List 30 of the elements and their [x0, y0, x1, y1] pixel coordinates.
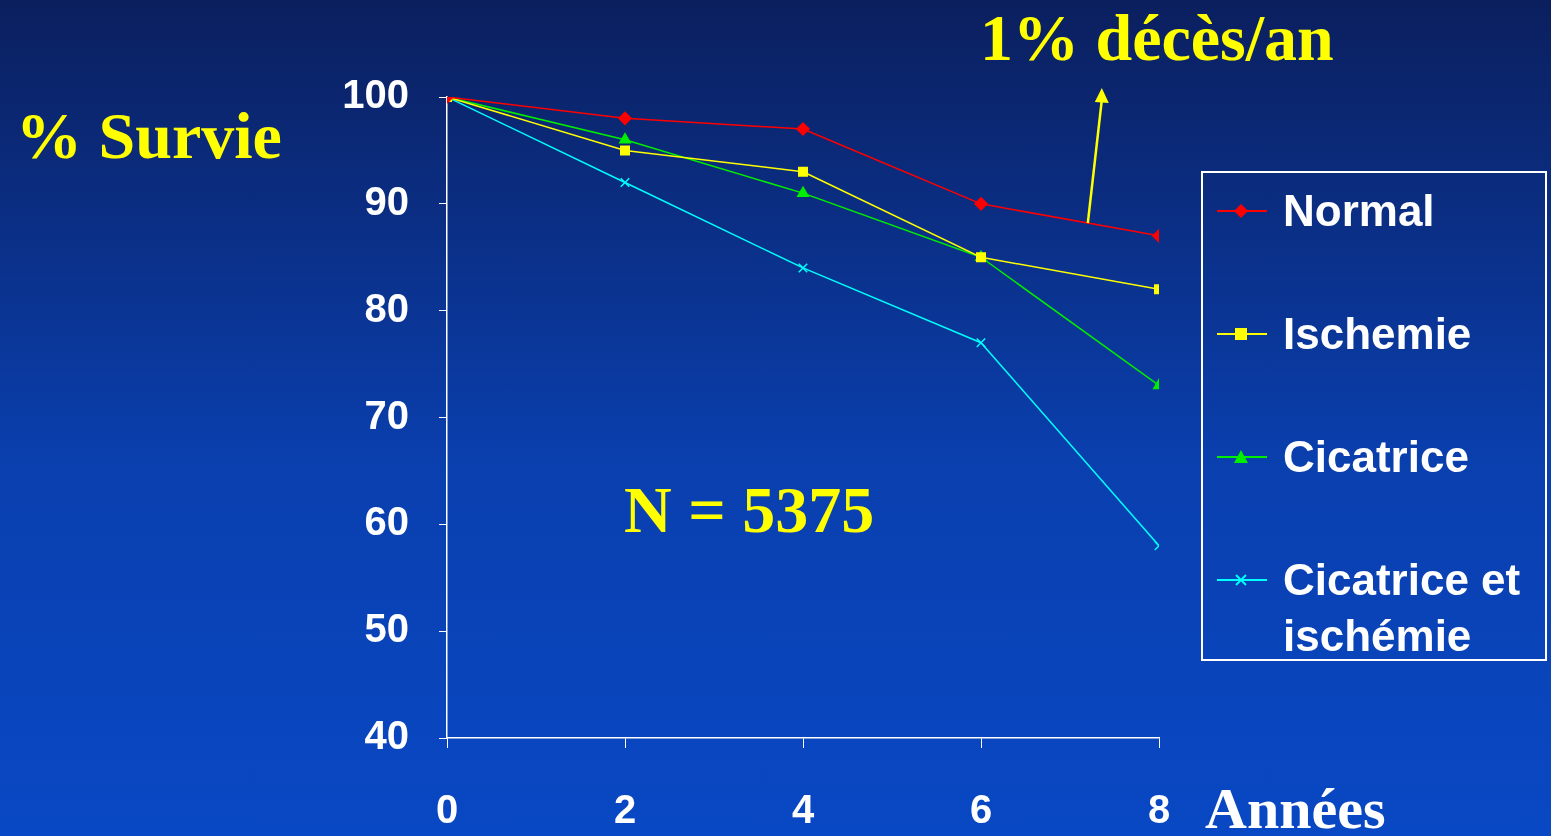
x-tick-label: 0	[435, 787, 459, 832]
point	[619, 132, 631, 144]
point	[618, 111, 632, 126]
x-tick-label: 6	[969, 787, 993, 832]
y-tick-label: 40	[364, 713, 409, 758]
y-axis-title: % Survie	[16, 98, 282, 174]
point	[797, 186, 809, 197]
x-tick-label: 8	[1147, 787, 1171, 832]
y-tick-label: 60	[364, 499, 409, 544]
annotation: 1% décès/an	[980, 0, 1334, 76]
y-tick-label: 80	[364, 285, 409, 330]
y-tick-label: 50	[364, 606, 409, 651]
point	[796, 122, 810, 136]
annotation: N = 5375	[624, 472, 875, 548]
point	[620, 177, 630, 188]
x-tick-label: 4	[791, 787, 815, 832]
point	[620, 145, 630, 156]
legend-label: Normal	[1283, 185, 1436, 237]
y-tick-label: 90	[364, 178, 409, 223]
legend-label: Ischemie	[1283, 308, 1473, 360]
legend-label: Cicatrice et ischémie	[1283, 554, 1522, 662]
point	[974, 197, 988, 211]
point	[976, 337, 986, 348]
y-tick-label: 70	[364, 392, 409, 437]
y-tick-label: 100	[342, 72, 409, 117]
point	[798, 262, 808, 273]
x-tick-label: 2	[613, 787, 637, 832]
legend-label: Cicatrice	[1283, 431, 1470, 483]
x-axis-title: Années	[1205, 775, 1386, 836]
point	[798, 166, 808, 177]
